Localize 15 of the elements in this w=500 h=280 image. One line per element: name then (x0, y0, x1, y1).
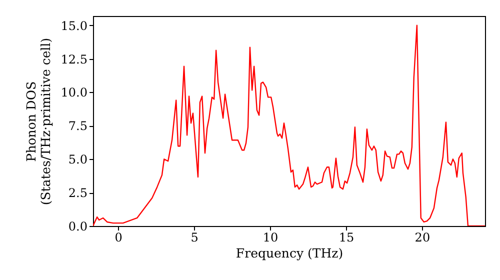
y-tick-label: 10.0 (60, 86, 88, 100)
x-tick-label: 20 (414, 230, 430, 244)
y-tick-label: 7.5 (68, 119, 88, 134)
y-tick-label: 12.5 (60, 52, 88, 66)
y-tick-label: 15.0 (60, 18, 88, 33)
y-tick-label: 5.0 (68, 152, 88, 167)
x-axis-title: Frequency (THz) (236, 246, 344, 260)
y-axis-title: Phonon DOS (States/THz·primitive cell) (23, 38, 53, 206)
y-tick-label: 2.5 (68, 186, 88, 200)
x-tick-label: 5 (190, 230, 198, 244)
x-tick-label: 0 (114, 230, 122, 244)
line-series (93, 24, 485, 226)
y-tick-label: 0.0 (68, 220, 88, 234)
x-tick-label: 15 (338, 230, 354, 244)
x-tick-label: 10 (262, 230, 278, 244)
